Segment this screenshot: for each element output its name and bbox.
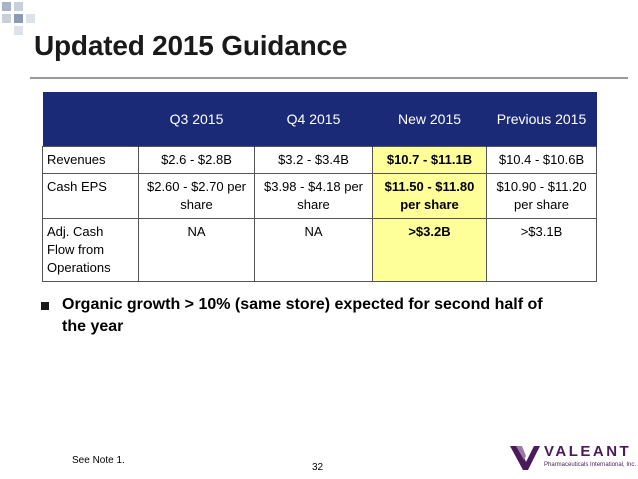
cell-previous: $10.90 - $11.20 per share — [486, 173, 597, 219]
bullet-marker-icon — [38, 300, 52, 312]
logo-wordmark: VALEANT — [544, 443, 632, 460]
logo-tagline: Pharmaceuticals International, Inc. — [544, 462, 637, 468]
cell-previous: $10.4 - $10.6B — [486, 146, 597, 174]
cell-new: $11.50 - $11.80 per share — [372, 173, 487, 219]
cell-new: $10.7 - $11.1B — [372, 146, 487, 174]
header-previous-2015: Previous 2015 — [486, 92, 597, 147]
deco-square — [14, 26, 23, 35]
cell-q4: NA — [254, 218, 373, 282]
cell-new: >$3.2B — [372, 218, 487, 282]
footnote: See Note 1. — [72, 455, 125, 466]
company-logo: VALEANT Pharmaceuticals International, I… — [508, 440, 636, 474]
deco-square — [26, 14, 35, 23]
header-blank — [42, 92, 139, 147]
row-label: Adj. Cash Flow from Operations — [42, 218, 139, 282]
cell-q3: $2.60 - $2.70 per share — [138, 173, 255, 219]
title-divider — [30, 77, 628, 79]
cell-q3: $2.6 - $2.8B — [138, 146, 255, 174]
header-q3-2015: Q3 2015 — [138, 92, 255, 147]
deco-square — [2, 14, 11, 23]
row-label: Revenues — [42, 146, 139, 174]
bullet-text: Organic growth > 10% (same store) expect… — [62, 296, 543, 335]
cell-q3: NA — [138, 218, 255, 282]
page-number: 32 — [312, 462, 324, 473]
deco-square — [2, 2, 11, 11]
guidance-table: Q3 2015 Q4 2015 New 2015 Previous 2015 R… — [42, 92, 597, 282]
header-new-2015: New 2015 — [372, 92, 487, 147]
row-label: Cash EPS — [42, 173, 139, 219]
valeant-v-icon — [510, 446, 540, 470]
decorative-squares — [0, 0, 40, 40]
table-row: Cash EPS $2.60 - $2.70 per share $3.98 -… — [42, 173, 597, 219]
header-q4-2015: Q4 2015 — [254, 92, 373, 147]
deco-square — [14, 2, 23, 11]
table-header-row: Q3 2015 Q4 2015 New 2015 Previous 2015 — [42, 92, 597, 147]
cell-q4: $3.2 - $3.4B — [254, 146, 373, 174]
slide-title: Updated 2015 Guidance — [34, 30, 348, 61]
deco-square — [14, 14, 23, 23]
cell-previous: >$3.1B — [486, 218, 597, 282]
cell-q4: $3.98 - $4.18 per share — [254, 173, 373, 219]
table-row: Adj. Cash Flow from Operations NA NA >$3… — [42, 218, 597, 282]
table-row: Revenues $2.6 - $2.8B $3.2 - $3.4B $10.7… — [42, 146, 597, 174]
